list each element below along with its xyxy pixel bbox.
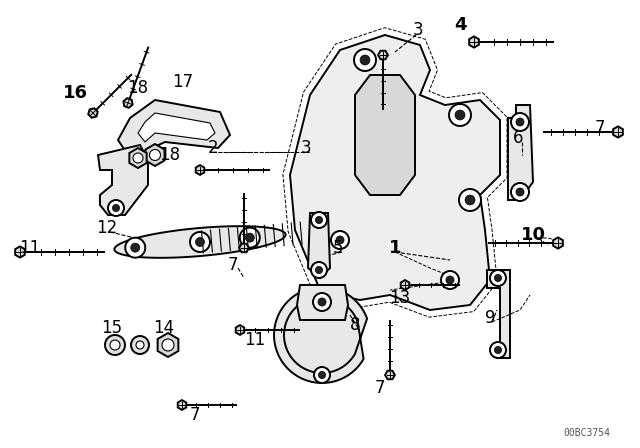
- Circle shape: [162, 339, 174, 351]
- Polygon shape: [88, 108, 98, 118]
- Circle shape: [190, 232, 210, 252]
- Polygon shape: [297, 285, 348, 320]
- Polygon shape: [274, 287, 367, 383]
- Circle shape: [516, 188, 524, 196]
- Circle shape: [195, 237, 205, 246]
- Polygon shape: [15, 246, 25, 258]
- Polygon shape: [236, 325, 244, 335]
- Text: 3: 3: [413, 21, 423, 39]
- Polygon shape: [98, 145, 148, 215]
- Circle shape: [150, 150, 161, 160]
- Polygon shape: [378, 51, 388, 59]
- Circle shape: [494, 274, 502, 282]
- Polygon shape: [469, 36, 479, 47]
- Text: 4: 4: [454, 16, 467, 34]
- Polygon shape: [157, 333, 179, 357]
- Polygon shape: [124, 98, 132, 108]
- Circle shape: [511, 183, 529, 201]
- Text: 16: 16: [63, 84, 88, 102]
- Circle shape: [336, 236, 344, 244]
- Circle shape: [446, 276, 454, 284]
- Circle shape: [136, 341, 144, 349]
- Circle shape: [459, 189, 481, 211]
- Text: 6: 6: [513, 129, 524, 147]
- Text: 1: 1: [388, 239, 401, 257]
- Circle shape: [516, 118, 524, 126]
- Text: 17: 17: [172, 73, 193, 91]
- Circle shape: [465, 195, 475, 205]
- Circle shape: [110, 340, 120, 350]
- Circle shape: [311, 212, 327, 228]
- Text: 13: 13: [389, 289, 411, 307]
- Polygon shape: [401, 280, 409, 290]
- Polygon shape: [308, 213, 330, 278]
- Text: 12: 12: [97, 219, 118, 237]
- Circle shape: [318, 298, 326, 306]
- Polygon shape: [385, 371, 395, 379]
- Circle shape: [360, 55, 370, 65]
- Polygon shape: [145, 144, 164, 166]
- Text: 00BC3754: 00BC3754: [563, 428, 610, 438]
- Text: 2: 2: [208, 139, 218, 157]
- Text: 3: 3: [301, 139, 311, 157]
- Circle shape: [494, 346, 502, 353]
- Polygon shape: [138, 113, 215, 142]
- Circle shape: [245, 233, 254, 242]
- Text: 14: 14: [154, 319, 175, 337]
- Text: 9: 9: [484, 309, 495, 327]
- Text: 7: 7: [595, 119, 605, 137]
- Polygon shape: [290, 35, 500, 310]
- Text: 15: 15: [101, 319, 123, 337]
- Polygon shape: [178, 400, 186, 410]
- Circle shape: [240, 228, 260, 248]
- Circle shape: [449, 104, 471, 126]
- Circle shape: [311, 262, 327, 278]
- Text: 7: 7: [375, 379, 385, 397]
- Polygon shape: [553, 237, 563, 249]
- Text: 18: 18: [127, 79, 148, 97]
- Text: 11: 11: [244, 331, 266, 349]
- Text: 11: 11: [19, 239, 40, 257]
- Polygon shape: [239, 244, 249, 252]
- Circle shape: [313, 293, 331, 311]
- Circle shape: [316, 267, 323, 274]
- Circle shape: [314, 367, 330, 383]
- Polygon shape: [355, 75, 415, 195]
- Polygon shape: [118, 100, 230, 158]
- Circle shape: [490, 270, 506, 286]
- Circle shape: [331, 231, 349, 249]
- Circle shape: [354, 49, 376, 71]
- Text: 18: 18: [159, 146, 180, 164]
- Text: 10: 10: [520, 226, 545, 244]
- Circle shape: [108, 200, 124, 216]
- Circle shape: [511, 113, 529, 131]
- Polygon shape: [196, 165, 204, 175]
- Polygon shape: [115, 226, 285, 258]
- Circle shape: [441, 271, 459, 289]
- Circle shape: [319, 371, 326, 379]
- Circle shape: [125, 238, 145, 258]
- Text: 8: 8: [349, 316, 360, 334]
- Text: 7: 7: [189, 406, 200, 424]
- Circle shape: [455, 110, 465, 120]
- Circle shape: [113, 204, 120, 211]
- Text: 5: 5: [333, 239, 343, 257]
- Circle shape: [316, 216, 323, 224]
- Circle shape: [105, 335, 125, 355]
- Polygon shape: [508, 105, 533, 200]
- Circle shape: [133, 153, 143, 163]
- Polygon shape: [129, 148, 147, 168]
- Circle shape: [490, 342, 506, 358]
- Circle shape: [131, 243, 140, 252]
- Text: 7: 7: [228, 256, 238, 274]
- Circle shape: [131, 336, 149, 354]
- Polygon shape: [613, 126, 623, 138]
- Polygon shape: [487, 270, 510, 358]
